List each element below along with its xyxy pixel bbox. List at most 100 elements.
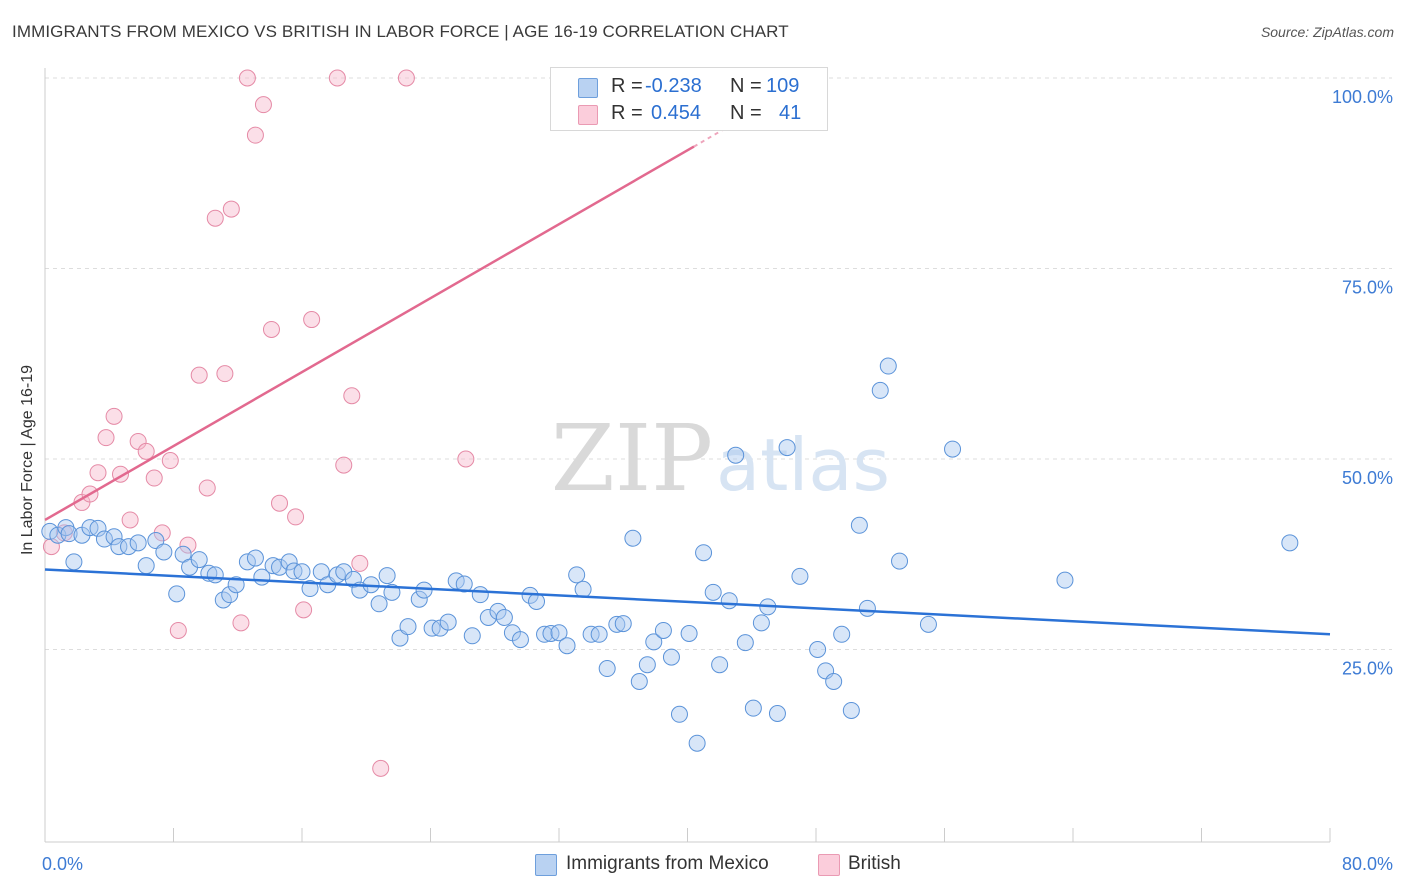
trendlines — [44, 107, 1331, 636]
mexico-point — [736, 634, 754, 652]
mexico-point — [129, 534, 147, 552]
mexico-point — [89, 519, 107, 537]
mexico-point — [608, 615, 626, 633]
mexico-point — [680, 624, 698, 642]
mexico-point — [704, 583, 722, 601]
mexico-point — [221, 586, 239, 604]
x-tick-label-max: 80.0% — [1342, 854, 1393, 874]
mexico-point — [688, 734, 706, 752]
british-point — [206, 209, 224, 227]
mexico-point — [137, 557, 155, 575]
mexico-point — [471, 586, 489, 604]
british-point — [145, 469, 163, 487]
mexico-point — [809, 641, 827, 658]
mexico-point — [206, 566, 224, 584]
british-point — [457, 450, 475, 468]
british-point — [179, 536, 197, 554]
mexico-point — [574, 580, 592, 598]
legend-r-label: R = — [611, 75, 643, 97]
mexico-point — [399, 618, 417, 636]
mexico-point — [744, 699, 762, 717]
mexico-point — [858, 599, 876, 617]
british-point — [232, 614, 250, 632]
chart-title: IMMIGRANTS FROM MEXICO VS BRITISH IN LAB… — [12, 22, 789, 41]
british-point — [105, 407, 123, 425]
mexico-point — [301, 580, 319, 598]
british-point — [97, 429, 115, 447]
mexico-point — [370, 595, 388, 613]
legend-n-value: 41 — [779, 102, 802, 124]
british-point — [271, 494, 289, 512]
british-point — [216, 365, 234, 383]
mexico-point — [271, 558, 289, 576]
mexico-point — [536, 625, 554, 643]
british-point — [190, 366, 208, 384]
mexico-point — [944, 440, 962, 458]
mexico-point — [568, 566, 586, 584]
mexico-point — [711, 656, 729, 674]
mexico-point — [590, 625, 608, 643]
mexico-point — [558, 637, 576, 655]
legend-swatch-mexico — [578, 78, 598, 98]
axes — [44, 68, 1331, 843]
mexico-point — [378, 567, 396, 585]
mexico-point — [1056, 571, 1074, 589]
british-point — [121, 511, 139, 529]
british-point — [254, 96, 272, 114]
x-tick-label-min: 0.0% — [42, 854, 83, 874]
y-axis-label: In Labor Force | Age 16-19 — [19, 364, 36, 556]
mexico-point — [168, 585, 186, 603]
watermark: ZIP atlas — [551, 405, 890, 512]
legend: R = -0.238 N = 109 R = 0.454 N = 41 — [550, 67, 828, 131]
mexico-point — [825, 673, 843, 691]
mexico-point — [768, 705, 786, 723]
source-label: Source: ZipAtlas.com — [1260, 24, 1394, 40]
bottom-legend-label-british: British — [848, 853, 901, 874]
mexico-point — [645, 633, 663, 651]
mexico-point — [489, 602, 507, 620]
mexico-point — [65, 553, 83, 571]
british-point — [287, 508, 305, 526]
mexico-points — [41, 357, 1299, 752]
watermark-atlas: atlas — [716, 423, 890, 507]
british-point — [328, 69, 346, 87]
mexico-point — [190, 551, 208, 569]
british-point — [222, 200, 240, 218]
british-point — [89, 464, 107, 482]
mexico-point — [550, 624, 568, 642]
y-tick-label: 25.0% — [1342, 659, 1393, 679]
british-point — [198, 479, 216, 497]
mexico-point — [850, 516, 868, 534]
legend-row-mexico: R = -0.238 N = 109 — [551, 74, 827, 100]
bottom-legend-swatch-mexico — [535, 854, 557, 876]
mexico-point — [439, 613, 457, 631]
gridlines — [45, 77, 1392, 650]
mexico-point — [463, 627, 481, 645]
british-point — [295, 601, 313, 619]
mexico-point — [879, 357, 897, 375]
british-point — [397, 69, 415, 87]
mexico-point — [871, 381, 889, 399]
legend-r-value: 0.454 — [651, 102, 702, 124]
mexico-point — [670, 705, 688, 723]
mexico-point — [919, 615, 937, 633]
mexico-point — [238, 553, 256, 571]
y-tick-labels: 25.0% 50.0% 75.0% 100.0% — [1332, 87, 1393, 679]
mexico-point — [891, 552, 909, 570]
british-point — [303, 311, 321, 329]
mexico-point — [344, 570, 362, 588]
british-points — [42, 69, 475, 777]
mexico-point — [842, 701, 860, 719]
mexico-point — [614, 615, 632, 633]
mexico-point — [638, 656, 656, 674]
mexico-point — [727, 446, 745, 464]
mexico-point — [630, 673, 648, 691]
mexico-point — [280, 553, 298, 571]
mexico-point — [120, 538, 138, 556]
mexico-point — [778, 439, 796, 457]
british-point — [238, 69, 256, 87]
mexico-point — [528, 592, 546, 610]
british-point — [351, 554, 369, 572]
y-tick-label: 75.0% — [1342, 278, 1393, 298]
